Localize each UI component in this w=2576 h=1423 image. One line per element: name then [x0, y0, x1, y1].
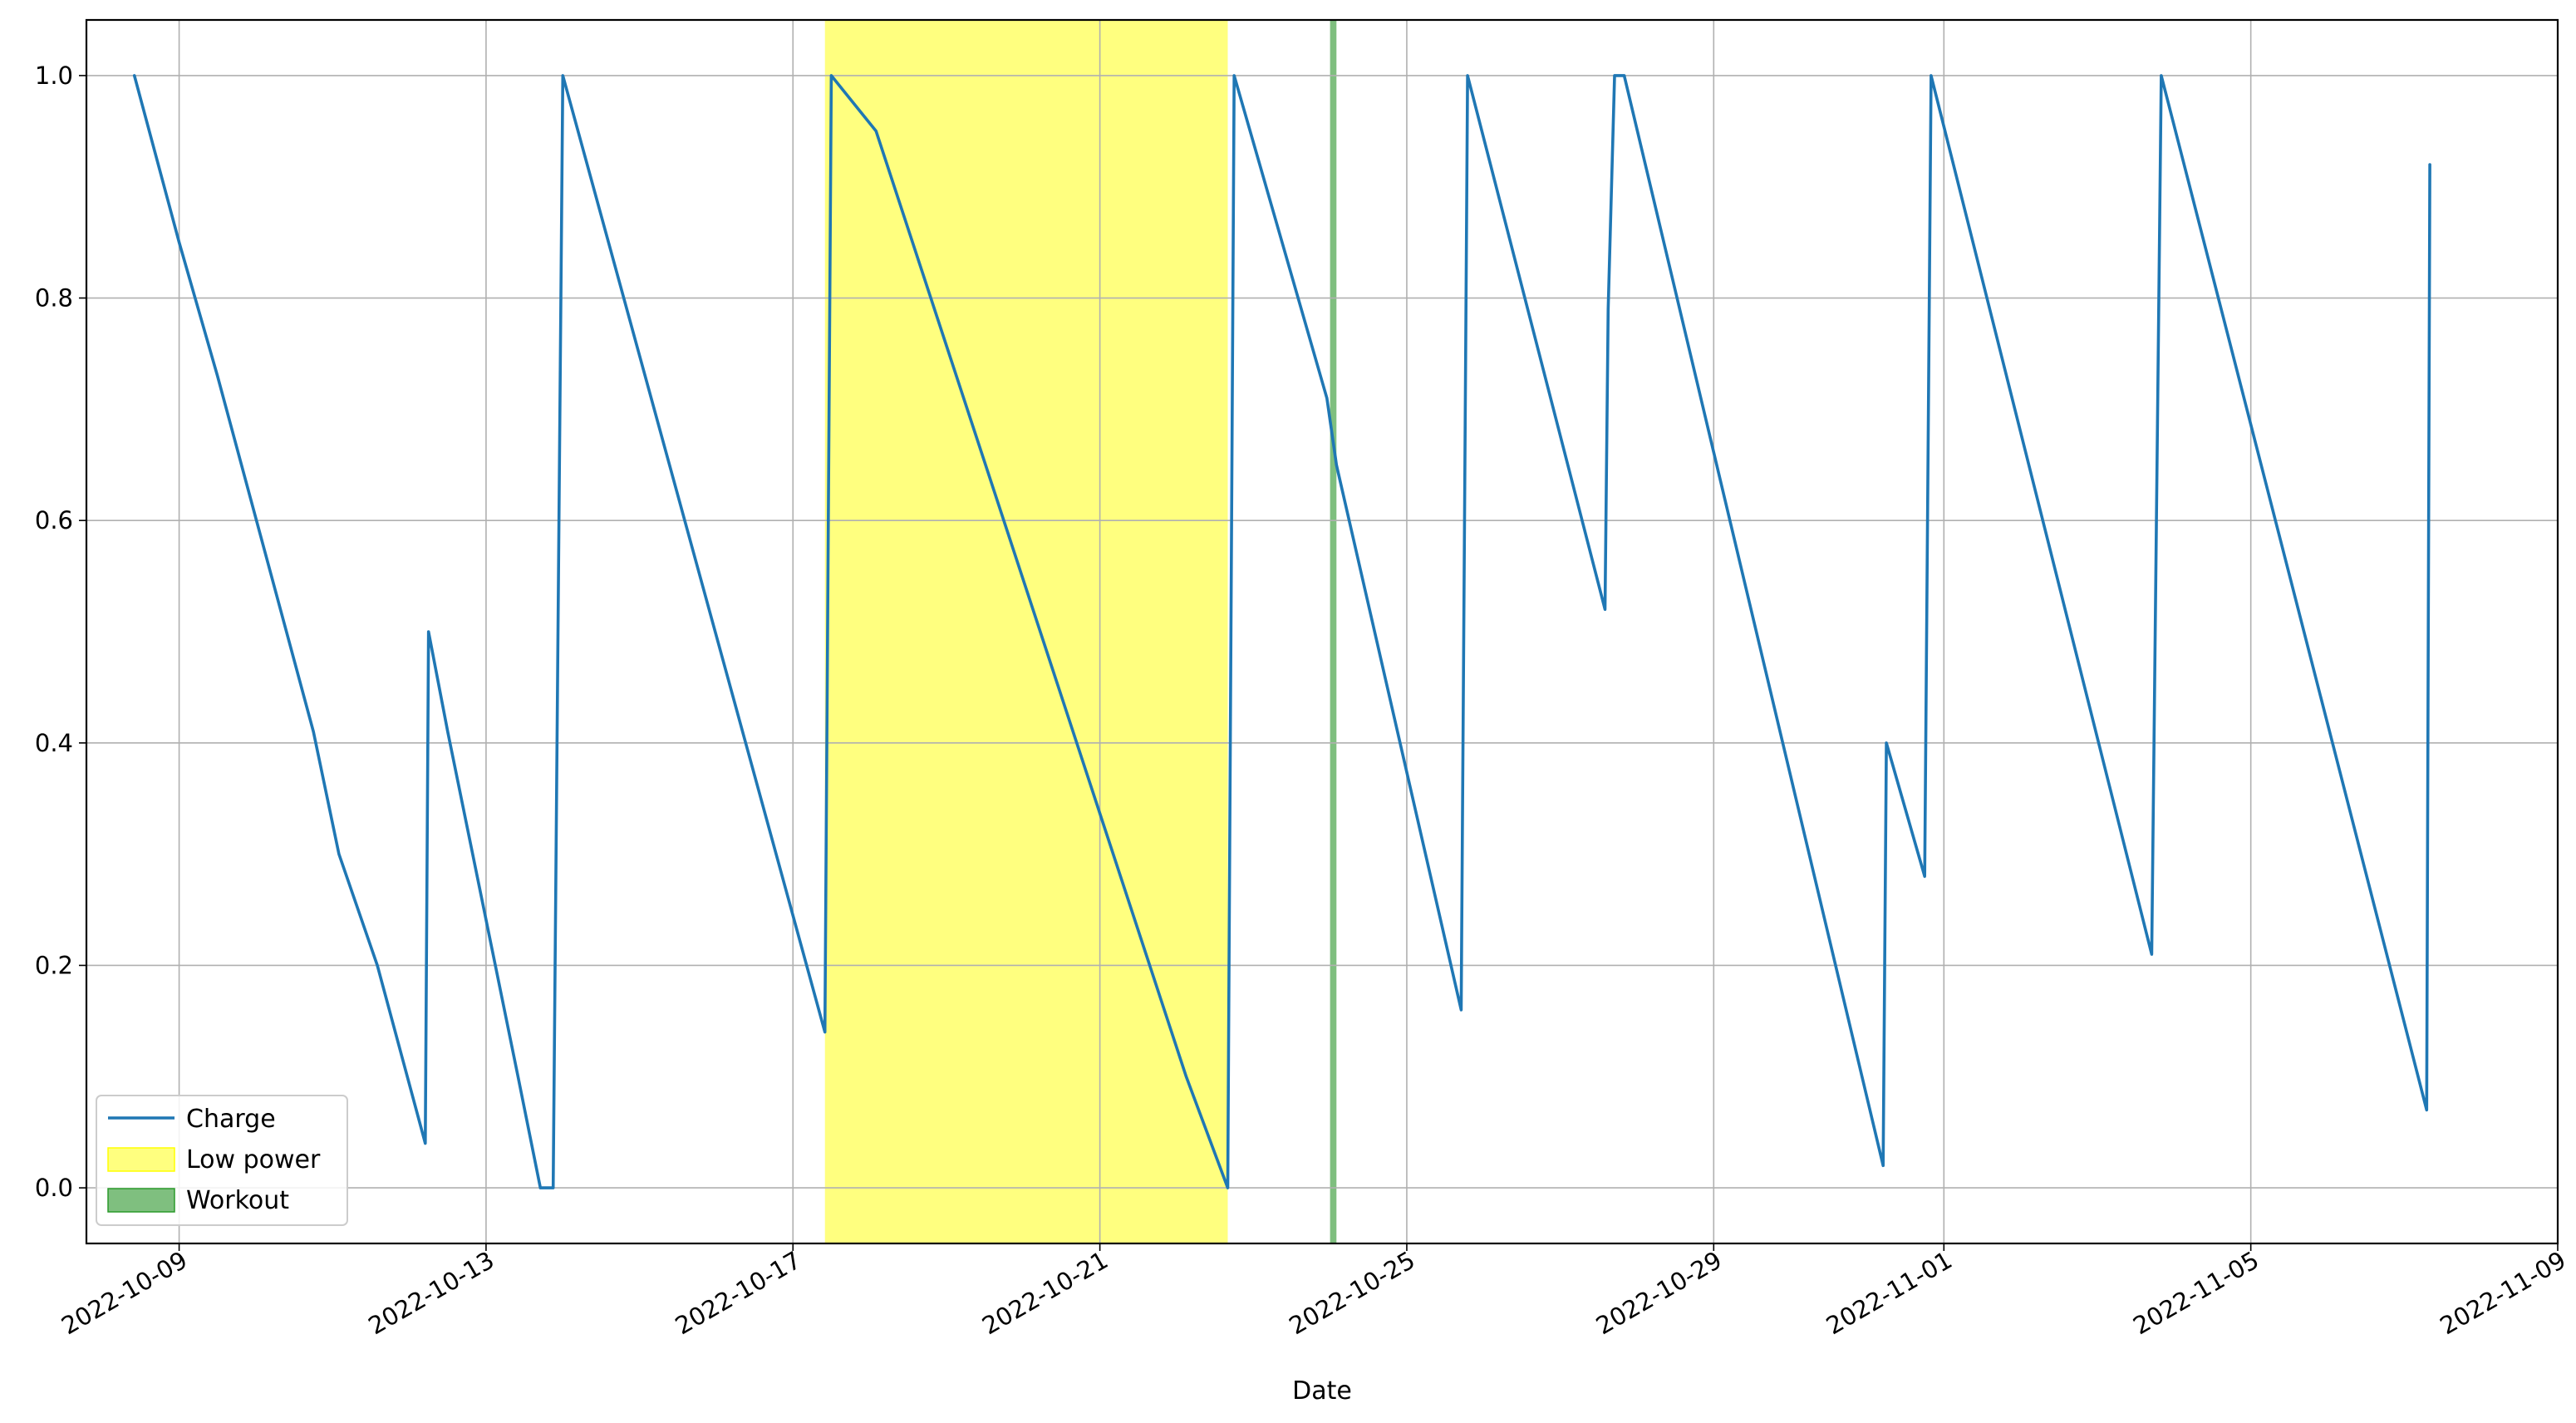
legend-workout-swatch: [107, 1188, 175, 1213]
y-tick-label: 1.0: [35, 62, 73, 90]
legend-low-power-swatch: [107, 1147, 175, 1172]
grid-layer: [86, 20, 2559, 1243]
spans-layer: [824, 20, 1337, 1243]
span-low-power: [824, 20, 1228, 1243]
series-layer: [132, 74, 2431, 1189]
legend: Charge Low power Workout: [96, 1095, 348, 1226]
legend-workout-label: Workout: [186, 1186, 289, 1215]
x-axis-label: Date: [1292, 1376, 1352, 1406]
span-workout: [1330, 20, 1337, 1243]
y-tick-label: 0.4: [35, 729, 73, 757]
legend-low-power-label: Low power: [186, 1145, 321, 1174]
y-axis: 0.0 0.2 0.4 0.6 0.8 1.0: [35, 62, 86, 1202]
plot-frame: [85, 18, 2559, 1245]
y-tick-label: 0.2: [35, 951, 73, 979]
legend-charge-label: Charge: [186, 1105, 276, 1134]
y-tick-label: 0.8: [35, 284, 73, 313]
series-line-charge: [132, 74, 2431, 1189]
y-tick-label: 0.6: [35, 506, 73, 534]
y-tick-label: 0.0: [35, 1174, 73, 1202]
